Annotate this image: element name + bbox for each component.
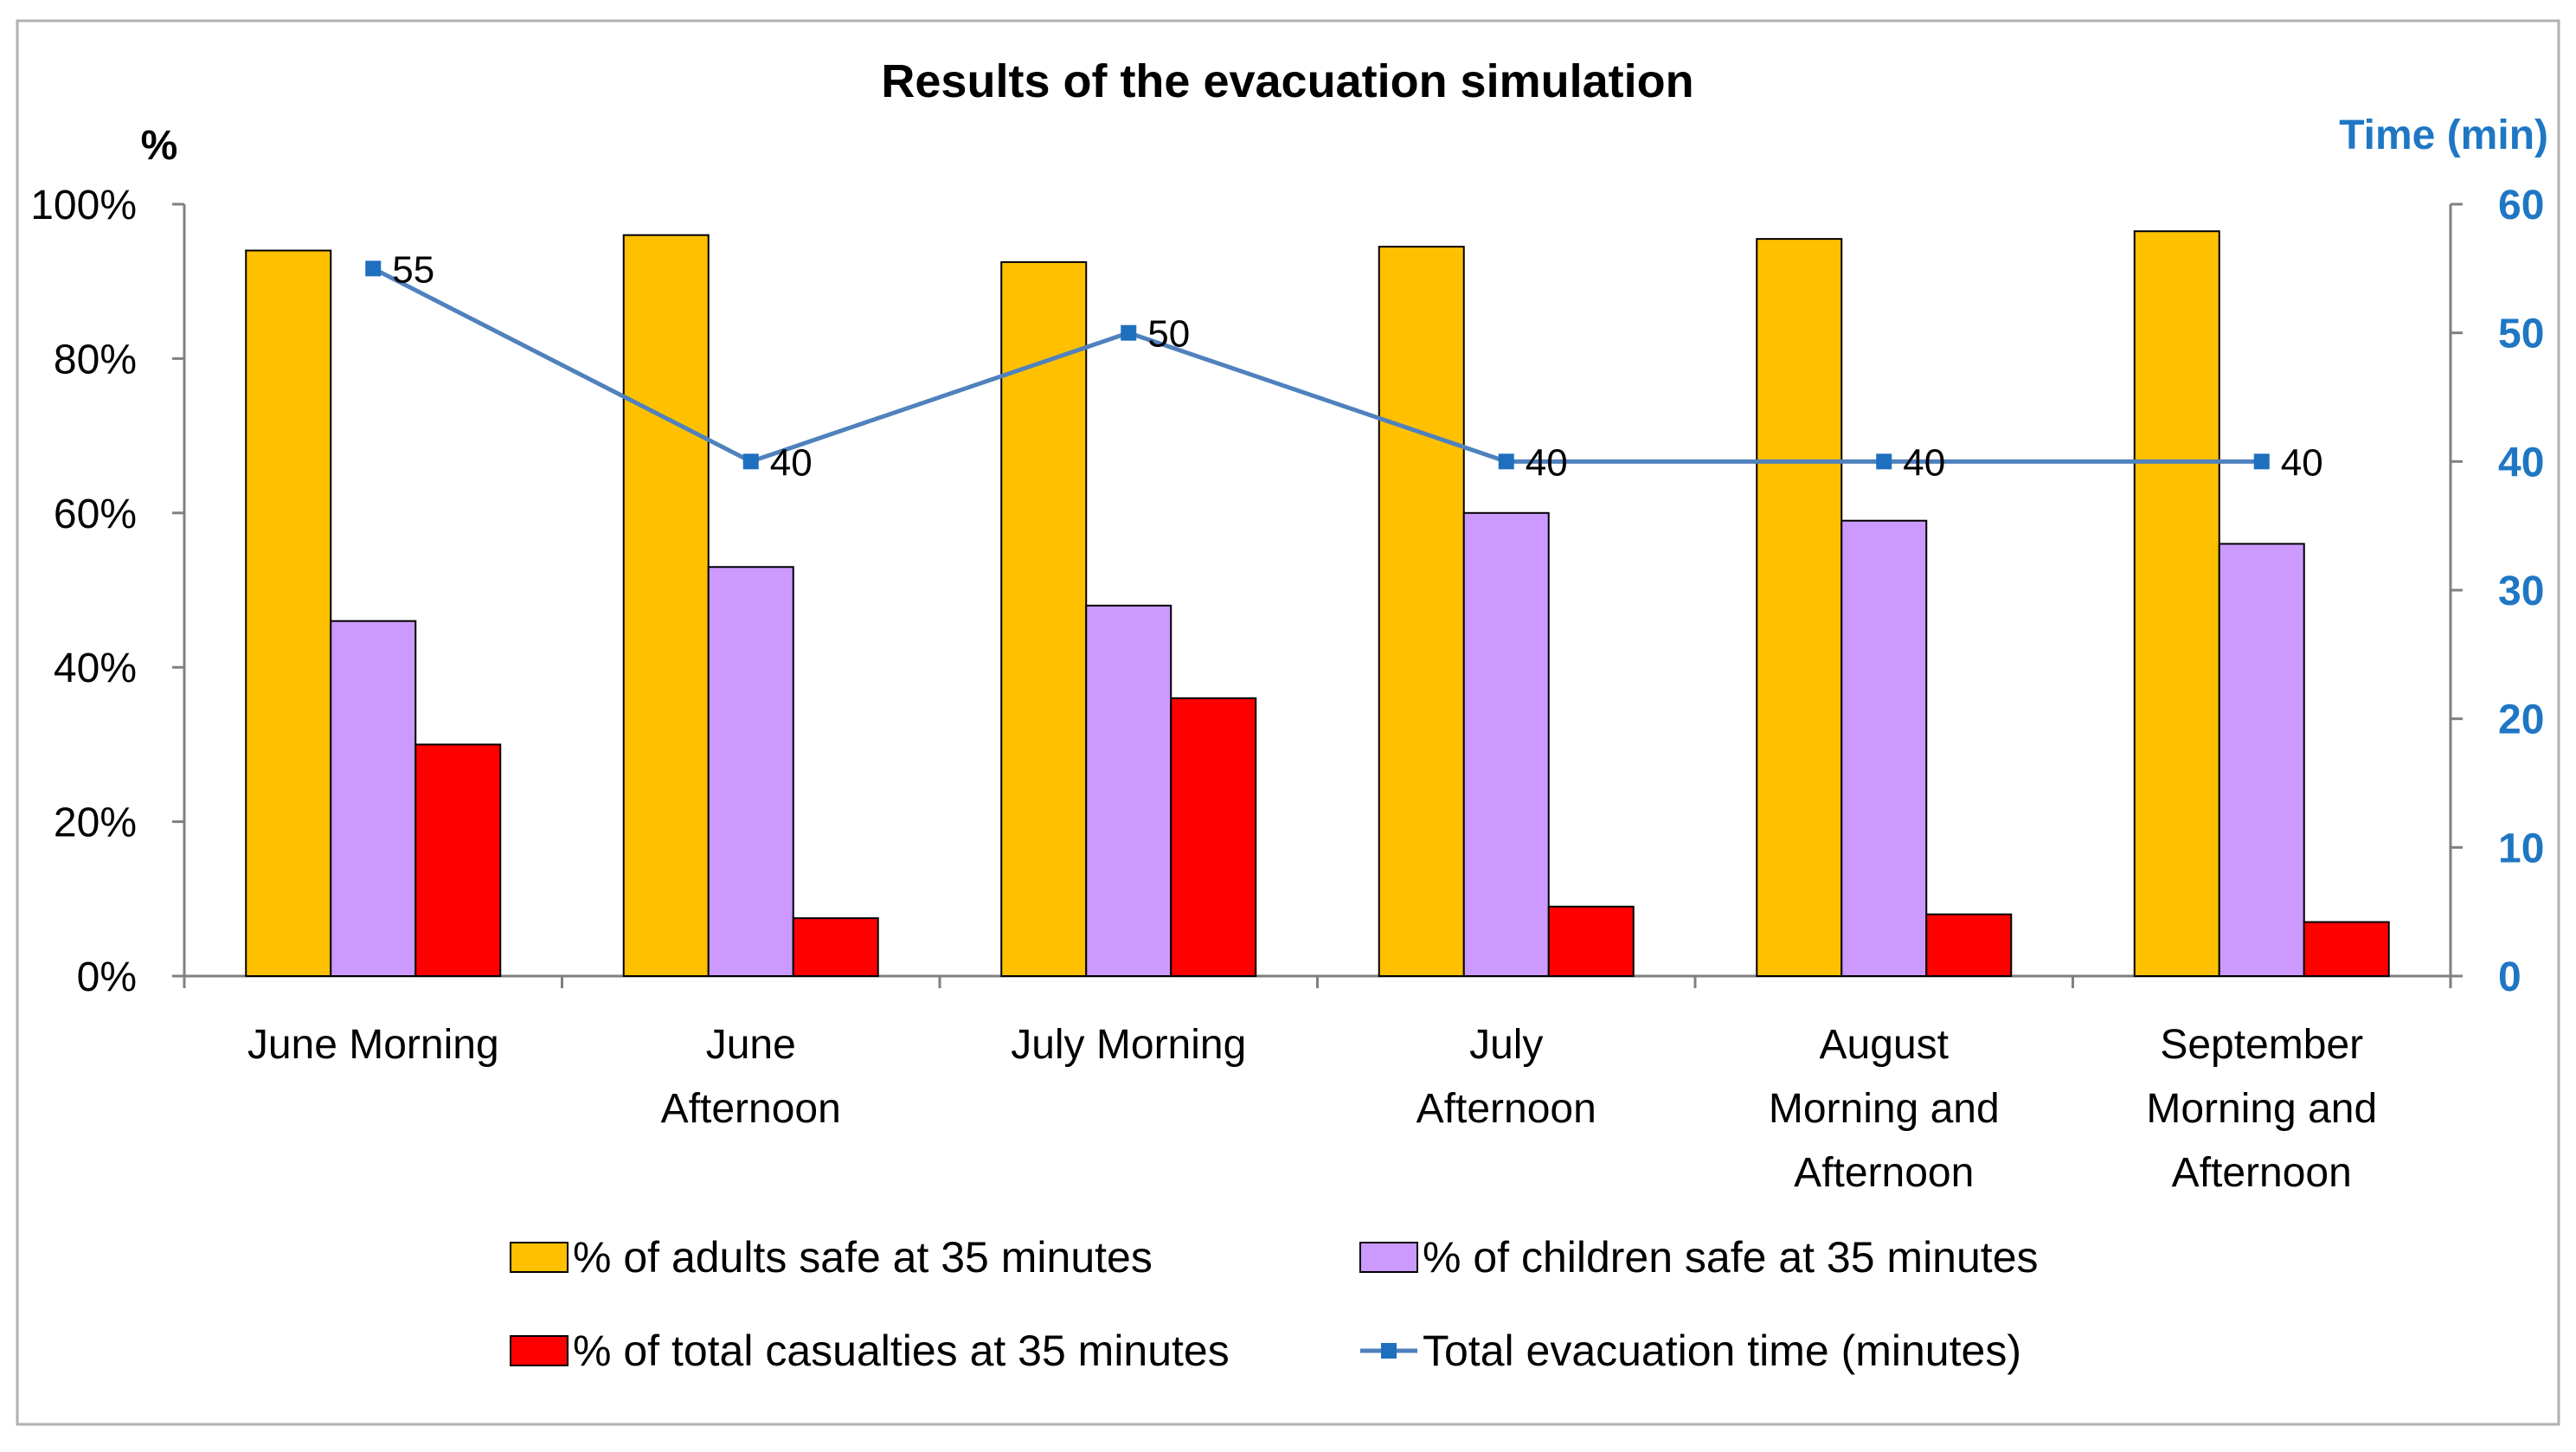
y2-tick-label: 10 <box>2498 826 2544 871</box>
bar-2-3 <box>1085 604 1172 978</box>
category-label: Afternoon <box>1794 1150 1974 1196</box>
evacuation-time-data-label: 40 <box>2281 441 2323 484</box>
legend-label: % of total casualties at 35 minutes <box>573 1327 1230 1375</box>
y-tick-label: 60% <box>54 491 137 537</box>
evacuation-time-data-label: 55 <box>392 248 434 291</box>
category-label: Afternoon <box>1416 1086 1596 1132</box>
chart-title: Results of the evacuation simulation <box>881 55 1693 107</box>
bar-3-6 <box>2303 921 2390 978</box>
evacuation-time-data-label: 40 <box>1526 441 1568 484</box>
bar-3-5 <box>1925 913 2013 978</box>
y2-tick-label: 40 <box>2498 440 2544 485</box>
bar-2-1 <box>330 620 417 977</box>
evacuation-time-data-label: 40 <box>1903 441 1945 484</box>
category-label: Morning and <box>1769 1086 2000 1132</box>
evacuation-time-marker <box>1121 324 1137 341</box>
legend-label: % of children safe at 35 minutes <box>1423 1233 2039 1282</box>
y-tick-label: 80% <box>54 337 137 382</box>
bars-layer <box>245 230 2390 978</box>
evacuation-time-marker <box>2253 453 2270 470</box>
y2-tick-label: 60 <box>2498 183 2544 228</box>
line-layer: 55 40 50 40 40 40 <box>365 248 2323 484</box>
category-label: Afternoon <box>2172 1150 2352 1196</box>
evacuation-time-marker <box>1876 453 1892 470</box>
bar-1-4 <box>1378 246 1465 977</box>
evacuation-time-data-label: 40 <box>770 441 813 484</box>
y-tick-label: 100% <box>30 183 137 228</box>
y2-tick-label: 30 <box>2498 569 2544 614</box>
y-axis-title: % <box>141 123 178 169</box>
bar-3-3 <box>1170 697 1257 977</box>
ticks-layer: 0% 20% 40% 60% 80% 100% 0 10 20 30 40 50 60 <box>30 183 2544 1000</box>
category-labels: June Morning June Afternoon July Morning Jul… <box>247 1022 2377 1196</box>
category-label: July Morning <box>1011 1022 1246 1068</box>
bar-1-6 <box>2133 230 2220 978</box>
category-label: Afternoon <box>661 1086 841 1132</box>
y2-axis-title: Time (min) <box>2339 112 2548 158</box>
bar-2-2 <box>707 566 794 977</box>
legend-label: % of adults safe at 35 minutes <box>573 1233 1153 1282</box>
y2-tick-label: 0 <box>2498 954 2521 1000</box>
bar-1-1 <box>245 249 332 977</box>
legend: % of adults safe at 35 minutes % of child… <box>510 1233 2039 1375</box>
category-label: June <box>706 1022 796 1068</box>
category-label: Morning and <box>2146 1086 2377 1132</box>
bar-3-1 <box>414 743 502 978</box>
y-tick-label: 20% <box>54 800 137 846</box>
category-label: August <box>1820 1022 1949 1068</box>
y-tick-label: 0% <box>77 954 137 1000</box>
legend-swatch <box>510 1335 569 1366</box>
bar-2-6 <box>2218 543 2305 977</box>
category-label: September <box>2160 1022 2363 1068</box>
legend-swatch <box>1359 1242 1418 1273</box>
evacuation-time-marker <box>742 453 759 470</box>
axes-layer <box>172 202 2463 988</box>
evacuation-time-marker <box>1498 453 1514 470</box>
legend-label: Total evacuation time (minutes) <box>1423 1327 2021 1375</box>
legend-swatch-marker <box>1381 1343 1397 1359</box>
bar-1-3 <box>1000 260 1088 977</box>
bar-3-4 <box>1547 905 1635 977</box>
y2-tick-label: 50 <box>2498 312 2544 357</box>
y-tick-label: 40% <box>54 646 137 691</box>
bar-2-4 <box>1462 511 1550 977</box>
evacuation-time-marker <box>365 260 382 277</box>
bar-3-2 <box>792 917 879 977</box>
bar-1-5 <box>1756 238 1843 977</box>
bar-2-5 <box>1840 519 1928 977</box>
bar-1-2 <box>622 234 710 977</box>
category-label: June Morning <box>247 1022 499 1068</box>
legend-swatch <box>510 1242 569 1273</box>
y2-tick-label: 20 <box>2498 697 2544 743</box>
evacuation-time-data-label: 50 <box>1147 313 1190 356</box>
evacuation-time-line <box>372 267 2262 465</box>
category-label: July <box>1469 1022 1543 1068</box>
